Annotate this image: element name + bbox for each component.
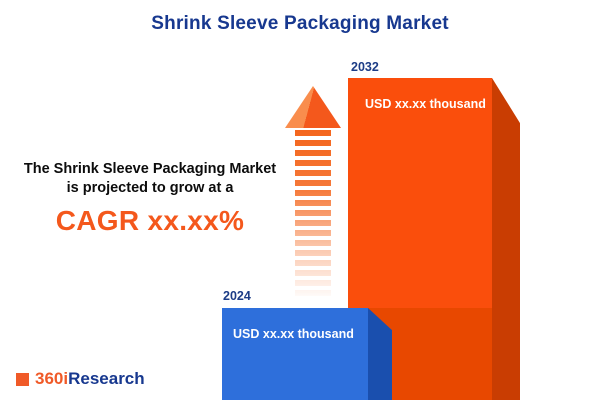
logo-square-icon bbox=[16, 372, 29, 386]
bar-2024-year-label: 2024 bbox=[223, 289, 251, 303]
bar-2032-year-label: 2032 bbox=[351, 60, 379, 74]
logo-text-360i: 360i bbox=[35, 369, 69, 388]
bar-2032-side-face bbox=[492, 78, 520, 400]
bar-2024 bbox=[222, 308, 368, 400]
annotation-block: The Shrink Sleeve Packaging Market is pr… bbox=[0, 160, 300, 237]
cagr-value: CAGR xx.xx% bbox=[55, 205, 245, 236]
logo: 360i Research bbox=[16, 369, 145, 389]
annotation-line-1: The Shrink Sleeve Packaging Market bbox=[23, 161, 277, 177]
arrow-up-icon bbox=[285, 86, 341, 128]
page-title: Shrink Sleeve Packaging Market bbox=[151, 13, 449, 34]
bar-2032-value-label: USD xx.xx thousand bbox=[365, 97, 486, 111]
annotation-line-2: is projected to grow at a bbox=[66, 180, 234, 196]
logo-text-research: Research bbox=[68, 369, 145, 388]
bar-2024-value-label: USD xx.xx thousand bbox=[233, 327, 354, 341]
arrow-fade-overlay bbox=[295, 130, 331, 296]
